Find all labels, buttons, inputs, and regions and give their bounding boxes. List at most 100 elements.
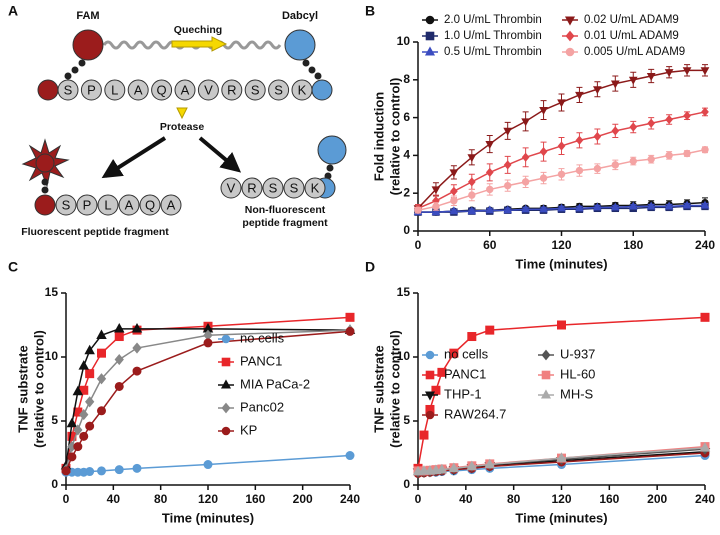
y-axis-title: TNF substrate bbox=[371, 345, 386, 432]
marker bbox=[521, 118, 530, 127]
marker bbox=[575, 91, 584, 100]
x-tick-label: 200 bbox=[293, 492, 313, 506]
marker bbox=[575, 203, 584, 212]
arrow bbox=[198, 136, 242, 173]
marker bbox=[565, 47, 575, 57]
marker bbox=[425, 31, 435, 41]
marker bbox=[114, 323, 125, 333]
residue-label: V bbox=[227, 180, 236, 195]
y-tick-label: 5 bbox=[51, 413, 58, 427]
marker bbox=[425, 15, 435, 25]
marker bbox=[424, 391, 436, 401]
marker bbox=[345, 326, 355, 336]
y-tick-label: 4 bbox=[403, 148, 410, 162]
marker bbox=[449, 206, 459, 215]
residue bbox=[55, 194, 77, 216]
marker bbox=[541, 370, 551, 380]
marker bbox=[67, 452, 77, 462]
marker bbox=[79, 431, 89, 441]
legend-label: 1.0 U/mL Thrombin bbox=[444, 30, 542, 42]
x-axis-title: Time (minutes) bbox=[515, 510, 607, 525]
marker bbox=[683, 111, 691, 121]
marker bbox=[345, 451, 355, 461]
marker bbox=[521, 204, 530, 213]
marker bbox=[425, 370, 435, 380]
marker bbox=[85, 421, 95, 431]
marker bbox=[114, 332, 124, 342]
x-tick-label: 160 bbox=[245, 492, 265, 506]
residue-label: P bbox=[87, 82, 96, 97]
marker bbox=[539, 204, 548, 213]
residue-label: V bbox=[204, 82, 213, 97]
residue-label: R bbox=[247, 180, 256, 195]
marker bbox=[540, 389, 552, 399]
legend-label: no cells bbox=[240, 330, 285, 345]
quencher-dye bbox=[317, 135, 347, 165]
fragment-caption: Non-fluorescent bbox=[245, 204, 326, 216]
marker bbox=[664, 69, 674, 78]
marker bbox=[665, 114, 673, 125]
legend-label: 2.0 U/mL Thrombin bbox=[444, 14, 542, 26]
marker bbox=[432, 202, 440, 211]
residue bbox=[160, 194, 182, 216]
legend-label: HL-60 bbox=[560, 366, 595, 381]
x-tick-label: 40 bbox=[107, 492, 121, 506]
marker bbox=[593, 86, 602, 95]
residue bbox=[197, 79, 219, 101]
marker bbox=[664, 201, 674, 210]
x-tick-label: 40 bbox=[459, 492, 473, 506]
marker bbox=[467, 206, 477, 215]
residue bbox=[244, 79, 266, 101]
y-tick-label: 0 bbox=[403, 223, 410, 237]
y-tick-label: 0 bbox=[51, 477, 58, 491]
marker bbox=[132, 366, 142, 376]
marker bbox=[610, 202, 620, 211]
marker bbox=[467, 154, 477, 163]
x-tick-label: 240 bbox=[340, 492, 360, 506]
legend-label: PANC1 bbox=[444, 366, 486, 381]
marker bbox=[73, 442, 83, 452]
x-tick-label: 180 bbox=[623, 238, 643, 252]
marker bbox=[701, 146, 709, 154]
marker bbox=[485, 141, 495, 149]
residue-label: S bbox=[251, 82, 260, 97]
marker bbox=[486, 185, 494, 194]
residue bbox=[283, 177, 305, 199]
marker bbox=[97, 466, 106, 476]
protease-label: Protease bbox=[160, 121, 205, 133]
cleavage-site bbox=[176, 107, 188, 120]
marker bbox=[539, 174, 548, 182]
marker bbox=[629, 157, 637, 165]
x-tick-label: 240 bbox=[695, 238, 715, 252]
residue-label: A bbox=[125, 197, 134, 212]
residue bbox=[241, 177, 263, 199]
marker bbox=[468, 191, 476, 199]
series-line bbox=[417, 316, 706, 469]
fam-label: FAM bbox=[76, 10, 99, 22]
marker bbox=[450, 186, 458, 196]
residue bbox=[304, 177, 326, 199]
series-line bbox=[65, 330, 351, 472]
marker bbox=[628, 76, 638, 85]
x-tick-label: 160 bbox=[599, 492, 619, 506]
residue bbox=[80, 79, 102, 101]
marker bbox=[539, 106, 548, 115]
marker bbox=[647, 155, 655, 163]
y-tick-label: 10 bbox=[397, 34, 411, 48]
marker bbox=[485, 325, 495, 335]
x-axis-title: Time (minutes) bbox=[515, 256, 607, 271]
fam-dye bbox=[72, 29, 104, 61]
residue-label: S bbox=[274, 82, 283, 97]
marker bbox=[503, 160, 512, 170]
fam-anchor bbox=[37, 79, 59, 101]
marker bbox=[467, 177, 476, 187]
y-tick-label: 8 bbox=[403, 72, 410, 86]
y-axis-title: (relative to control) bbox=[387, 78, 402, 196]
residue bbox=[174, 79, 196, 101]
marker bbox=[521, 152, 530, 162]
marker bbox=[565, 30, 575, 42]
marker bbox=[79, 409, 89, 421]
